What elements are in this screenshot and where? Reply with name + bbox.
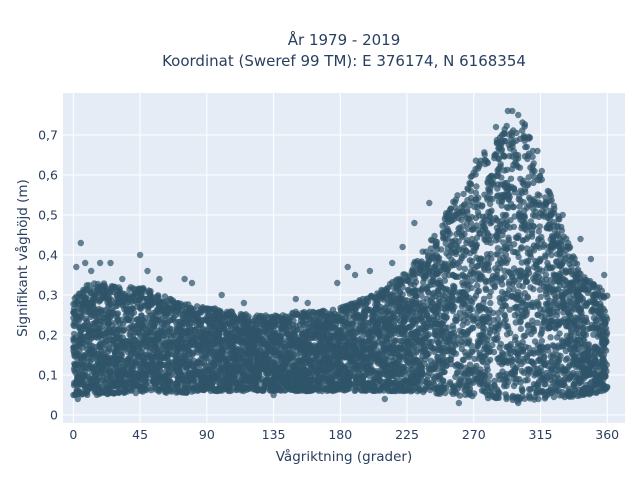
data-point bbox=[536, 223, 543, 230]
data-point bbox=[474, 282, 481, 289]
data-point bbox=[557, 352, 564, 359]
data-point bbox=[536, 286, 544, 293]
data-point bbox=[524, 371, 532, 378]
data-point bbox=[446, 381, 454, 388]
data-point bbox=[472, 157, 480, 164]
data-point bbox=[474, 209, 482, 216]
data-point bbox=[524, 376, 531, 384]
data-point bbox=[530, 179, 537, 186]
data-point bbox=[420, 298, 427, 306]
data-point bbox=[113, 331, 121, 338]
scatter-points bbox=[70, 107, 611, 407]
data-point bbox=[535, 228, 542, 235]
data-point bbox=[510, 223, 518, 230]
data-point bbox=[460, 190, 467, 198]
data-point bbox=[460, 356, 467, 364]
data-point bbox=[438, 246, 445, 253]
data-point bbox=[460, 211, 467, 219]
data-point bbox=[126, 331, 133, 338]
data-point bbox=[562, 269, 570, 276]
data-point bbox=[473, 183, 480, 190]
data-point bbox=[432, 258, 440, 265]
data-point bbox=[544, 259, 551, 267]
data-point bbox=[223, 358, 230, 366]
data-point bbox=[502, 391, 509, 398]
data-point bbox=[290, 317, 297, 324]
data-point bbox=[547, 334, 554, 341]
data-point bbox=[485, 378, 492, 386]
data-point bbox=[441, 277, 449, 284]
data-point bbox=[492, 336, 499, 343]
data-point bbox=[517, 325, 525, 333]
data-point bbox=[527, 284, 534, 291]
data-point bbox=[424, 332, 431, 339]
data-point bbox=[518, 225, 525, 232]
data-point bbox=[547, 353, 554, 360]
data-point bbox=[459, 321, 466, 329]
data-point bbox=[503, 331, 511, 338]
data-point bbox=[518, 367, 526, 375]
data-point bbox=[521, 121, 529, 128]
data-point bbox=[419, 248, 426, 255]
data-point bbox=[491, 377, 498, 385]
data-point bbox=[501, 380, 508, 388]
data-point bbox=[556, 330, 563, 337]
data-point bbox=[74, 298, 81, 305]
data-point bbox=[461, 265, 468, 272]
data-point bbox=[548, 358, 555, 366]
data-point bbox=[539, 211, 546, 219]
data-point bbox=[441, 292, 448, 300]
data-point bbox=[464, 327, 472, 335]
data-point bbox=[441, 272, 448, 280]
data-point bbox=[507, 217, 514, 224]
data-point bbox=[538, 167, 545, 175]
chart-title-line-2: Koordinat (Sweref 99 TM): E 376174, N 61… bbox=[162, 52, 526, 70]
data-point bbox=[503, 166, 511, 173]
data-point bbox=[499, 211, 507, 219]
data-point bbox=[161, 293, 169, 300]
data-point bbox=[579, 329, 587, 336]
data-point bbox=[582, 314, 590, 321]
data-point bbox=[563, 235, 570, 242]
data-point bbox=[542, 252, 549, 259]
data-point bbox=[460, 202, 467, 209]
data-point bbox=[461, 349, 469, 356]
data-point bbox=[412, 278, 420, 286]
data-point bbox=[538, 176, 545, 183]
data-point bbox=[546, 265, 554, 272]
data-point bbox=[456, 309, 464, 316]
data-point bbox=[418, 292, 425, 299]
data-point bbox=[484, 196, 491, 203]
data-point bbox=[533, 242, 540, 249]
data-point bbox=[456, 264, 463, 271]
data-point bbox=[454, 192, 461, 199]
data-point bbox=[437, 298, 444, 305]
data-point bbox=[501, 267, 508, 274]
data-point bbox=[507, 175, 515, 182]
chart-title-line-1: År 1979 - 2019 bbox=[288, 30, 401, 49]
data-point bbox=[534, 319, 541, 326]
data-point bbox=[600, 293, 607, 300]
data-point bbox=[503, 122, 510, 130]
data-point bbox=[457, 375, 464, 382]
data-point bbox=[442, 235, 449, 242]
data-point bbox=[495, 165, 503, 172]
data-point bbox=[99, 307, 106, 314]
data-point bbox=[494, 251, 501, 258]
data-point bbox=[182, 301, 189, 308]
data-point bbox=[378, 378, 385, 385]
